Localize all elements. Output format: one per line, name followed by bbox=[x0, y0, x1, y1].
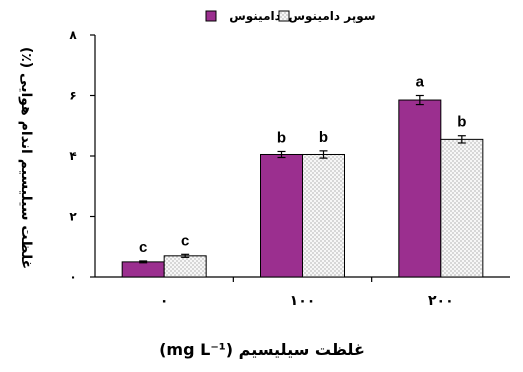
y-tick-label-2: ۴ bbox=[69, 149, 76, 163]
significance-label-0-2: a bbox=[416, 74, 425, 91]
bar-0-0 bbox=[121, 261, 165, 278]
y-tick-label-4: ۸ bbox=[69, 28, 77, 42]
x-tick-label-2: ۲۰۰ bbox=[428, 293, 454, 309]
significance-label-1-2: b bbox=[457, 114, 466, 131]
y-tick-label-1: ۲ bbox=[69, 210, 77, 224]
x-axis-title: غلظت سیلیسیم (mg L⁻¹) bbox=[159, 340, 365, 359]
plot-area: ۰ ۲ ۴ ۶ ۸ ۰ c c ۱۰۰ b b ۲۰۰ a b bbox=[69, 28, 510, 309]
y-axis-title: غلظت سیلیسیم اندام هوایی (٪) bbox=[18, 47, 34, 269]
legend-label-series-1: دامینوس bbox=[229, 9, 281, 24]
x-tick-label-1: ۱۰۰ bbox=[290, 293, 316, 309]
x-axis-title-text: غلظت سیلیسیم (mg L⁻¹) bbox=[159, 340, 365, 359]
legend: دامینوس سوپر دامینوس bbox=[205, 9, 376, 24]
bar-1-1 bbox=[302, 153, 345, 278]
legend-swatch-series-2 bbox=[278, 10, 290, 22]
x-tick-label-0: ۰ bbox=[160, 293, 169, 309]
bar-1-0 bbox=[163, 255, 207, 278]
bar-1-2 bbox=[440, 138, 484, 278]
legend-swatch-series-1 bbox=[205, 10, 217, 22]
significance-label-0-0: c bbox=[139, 239, 147, 256]
significance-label-0-1: b bbox=[277, 129, 286, 146]
bar-0-2 bbox=[398, 99, 442, 278]
legend-label-series-2: سوپر دامینوس bbox=[288, 9, 375, 24]
y-tick-label-3: ۶ bbox=[69, 89, 76, 103]
significance-label-1-1: b bbox=[319, 129, 328, 146]
y-tick-label-0: ۰ bbox=[69, 270, 76, 284]
significance-label-1-0: c bbox=[181, 232, 189, 249]
bar-0-1 bbox=[260, 153, 303, 278]
